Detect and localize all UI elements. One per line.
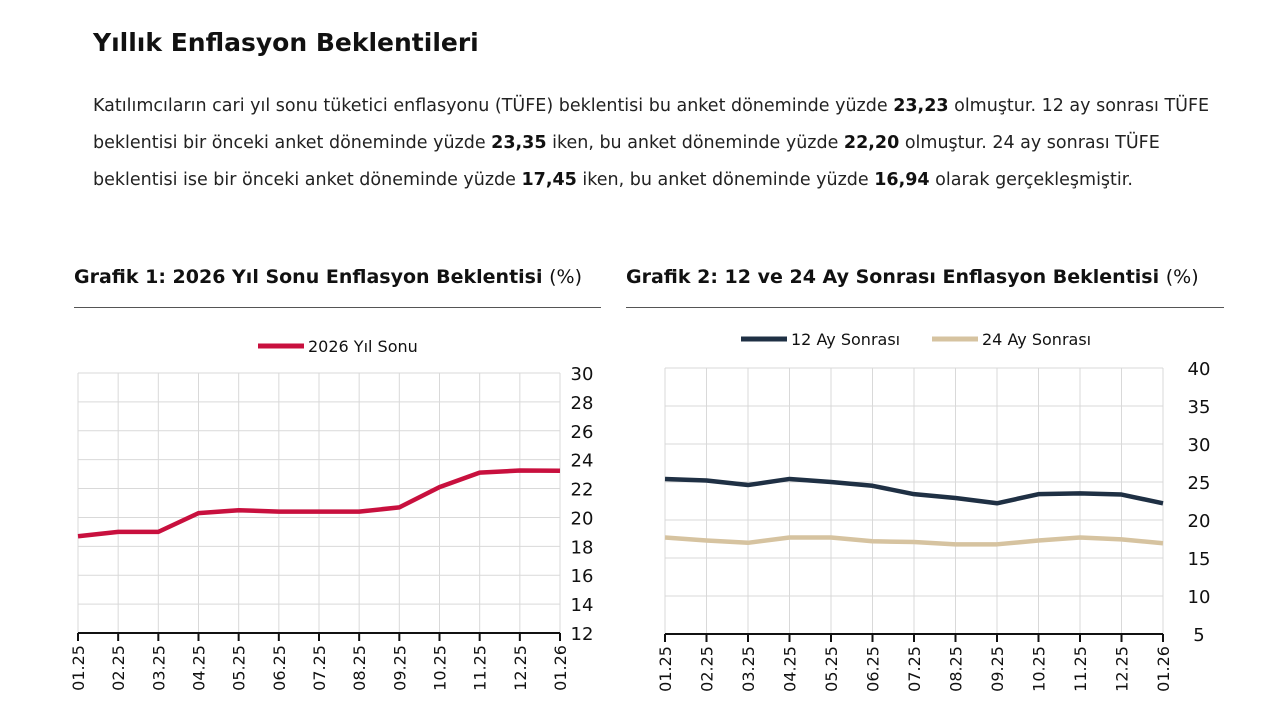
y-tick-label: 35 bbox=[1188, 397, 1211, 418]
chart1-title: Grafik 1: 2026 Yıl Sonu Enflasyon Beklen… bbox=[74, 266, 583, 288]
x-tick-label: 09.25 bbox=[988, 646, 1007, 692]
x-tick-label: 11.25 bbox=[1071, 646, 1090, 692]
y-tick-label: 15 bbox=[1188, 549, 1211, 570]
text-run: olmuştur. 24 ay sonrası TÜFE beklentisi … bbox=[93, 133, 1160, 190]
x-tick-label: 06.25 bbox=[864, 646, 883, 692]
highlight-value: 22,20 bbox=[843, 133, 900, 153]
x-tick-label: 03.25 bbox=[739, 646, 758, 692]
text-run: olarak gerçekleşmiştir. bbox=[929, 170, 1133, 190]
text-run: Katılımcıların cari yıl sonu tüketici en… bbox=[93, 96, 894, 116]
x-tick-label: 06.25 bbox=[270, 645, 289, 691]
y-tick-label: 10 bbox=[1188, 587, 1211, 608]
y-tick-label: 30 bbox=[1188, 435, 1211, 456]
x-tick-label: 08.25 bbox=[350, 645, 369, 691]
chart2-divider bbox=[626, 307, 1224, 308]
x-tick-label: 12.25 bbox=[1113, 646, 1132, 692]
x-tick-label: 01.26 bbox=[551, 645, 570, 691]
x-tick-label: 01.26 bbox=[1154, 646, 1173, 692]
x-tick-label: 01.25 bbox=[656, 646, 675, 692]
highlight-value: 23,23 bbox=[893, 96, 949, 116]
legend-label: 12 Ay Sonrası bbox=[791, 330, 900, 349]
x-tick-label: 11.25 bbox=[471, 645, 490, 691]
text-run: olmuştur. 12 ay sonrası TÜFE beklentisi … bbox=[93, 96, 1210, 153]
x-tick-label: 01.25 bbox=[69, 645, 88, 691]
x-tick-label: 12.25 bbox=[511, 645, 530, 691]
x-tick-label: 10.25 bbox=[1030, 646, 1049, 692]
y-tick-label: 24 bbox=[571, 451, 594, 472]
x-tick-label: 07.25 bbox=[310, 645, 329, 691]
y-tick-label: 12 bbox=[571, 624, 594, 645]
x-tick-label: 09.25 bbox=[390, 645, 409, 691]
x-tick-label: 05.25 bbox=[822, 646, 841, 692]
y-tick-label: 20 bbox=[1188, 511, 1211, 532]
y-tick-label: 40 bbox=[1188, 359, 1211, 380]
text-run: iken, bu anket döneminde yüzde bbox=[546, 133, 844, 153]
x-tick-label: 04.25 bbox=[190, 645, 209, 691]
y-tick-label: 5 bbox=[1193, 625, 1204, 646]
x-tick-label: 02.25 bbox=[698, 646, 717, 692]
x-tick-label: 10.25 bbox=[431, 645, 450, 691]
legend-label: 24 Ay Sonrası bbox=[982, 330, 1091, 349]
x-tick-label: 08.25 bbox=[947, 646, 966, 692]
y-tick-label: 25 bbox=[1188, 473, 1211, 494]
y-tick-label: 14 bbox=[571, 595, 594, 616]
highlight-value: 23,35 bbox=[491, 133, 547, 153]
y-tick-label: 28 bbox=[571, 393, 594, 414]
y-tick-label: 20 bbox=[571, 508, 594, 529]
x-tick-label: 03.25 bbox=[149, 645, 168, 691]
text-run: iken, bu anket döneminde yüzde bbox=[576, 170, 875, 190]
x-tick-label: 07.25 bbox=[905, 646, 924, 692]
legend-label: 2026 Yıl Sonu bbox=[308, 337, 418, 356]
x-tick-label: 04.25 bbox=[781, 646, 800, 692]
y-tick-label: 22 bbox=[571, 480, 594, 501]
y-tick-label: 16 bbox=[571, 566, 594, 587]
y-tick-label: 30 bbox=[571, 364, 594, 385]
highlight-value: 16,94 bbox=[874, 170, 930, 190]
y-tick-label: 18 bbox=[571, 537, 594, 558]
chart2-title: Grafik 2: 12 ve 24 Ay Sonrası Enflasyon … bbox=[626, 266, 1199, 288]
page-title: Yıllık Enflasyon Beklentileri bbox=[93, 28, 479, 57]
x-tick-label: 05.25 bbox=[230, 645, 249, 691]
y-tick-label: 26 bbox=[571, 422, 594, 443]
highlight-value: 17,45 bbox=[521, 170, 577, 190]
chart1-divider bbox=[74, 307, 601, 308]
summary-paragraph: Katılımcıların cari yıl sonu tüketici en… bbox=[93, 88, 1213, 199]
x-tick-label: 02.25 bbox=[109, 645, 128, 691]
